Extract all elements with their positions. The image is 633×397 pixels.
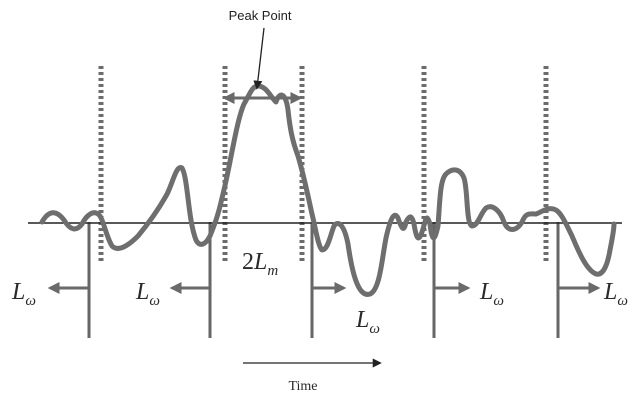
center-window-label: 2Lm	[242, 249, 278, 279]
dotted-window-markers	[98, 66, 549, 264]
window-length-label-1: Lω	[11, 279, 36, 309]
time-label: Time	[288, 379, 317, 394]
boundary-bars	[87, 222, 560, 338]
peak-pointer-arrow	[253, 27, 265, 90]
peak-point-label: Peak Point	[229, 8, 292, 23]
window-length-label-2: Lω	[135, 279, 160, 309]
window-length-label-3: Lω	[355, 307, 380, 337]
window-length-label-5: Lω	[603, 279, 628, 309]
window-length-label-4: Lω	[479, 279, 504, 309]
signal-waveform	[39, 83, 617, 297]
